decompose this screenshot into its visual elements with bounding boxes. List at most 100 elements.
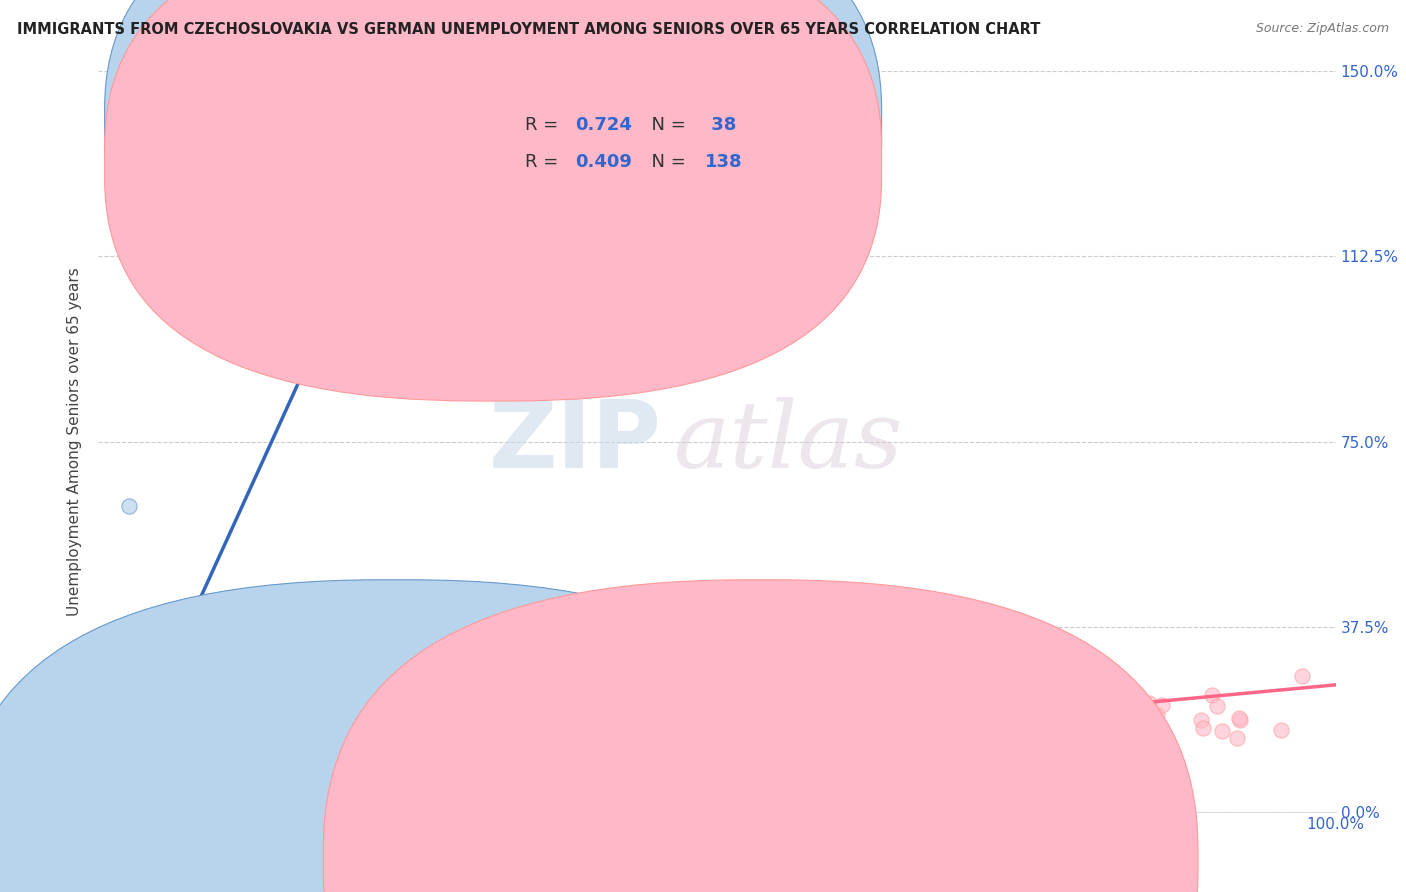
Point [718, 598, 741, 612]
Point [294, 797, 316, 811]
Point [110, 799, 132, 814]
Point [894, 703, 917, 717]
Point [517, 772, 540, 786]
Point [1091, 723, 1114, 738]
Point [93, 797, 115, 812]
Point [112, 797, 135, 812]
Point [855, 602, 877, 616]
Point [1010, 723, 1032, 737]
Point [1015, 647, 1038, 661]
Point [94, 785, 117, 799]
Point [267, 779, 290, 793]
Point [423, 761, 446, 775]
Point [90, 772, 112, 786]
Point [606, 753, 628, 767]
Point [124, 727, 146, 741]
Point [681, 617, 703, 632]
Point [960, 716, 983, 731]
Point [103, 778, 125, 792]
Y-axis label: Unemployment Among Seniors over 65 years: Unemployment Among Seniors over 65 years [67, 268, 83, 615]
Point [129, 803, 152, 817]
Point [815, 723, 838, 737]
Point [138, 789, 160, 804]
Point [139, 780, 162, 794]
Point [1211, 723, 1233, 738]
Point [650, 745, 672, 759]
Point [1083, 694, 1105, 708]
Point [981, 702, 1004, 716]
Point [755, 622, 778, 636]
FancyBboxPatch shape [464, 101, 785, 186]
Point [104, 780, 127, 795]
Point [1073, 667, 1095, 681]
Point [111, 804, 134, 818]
Point [117, 783, 139, 797]
Point [96, 799, 118, 814]
Point [249, 755, 271, 769]
Point [156, 762, 179, 776]
Point [724, 712, 747, 726]
Text: ZIP: ZIP [488, 395, 661, 488]
Point [1022, 731, 1045, 745]
Point [1092, 710, 1115, 724]
Point [292, 771, 315, 785]
Point [804, 588, 827, 602]
Point [98, 804, 121, 818]
Point [93, 804, 115, 818]
Point [420, 747, 443, 762]
Point [526, 719, 548, 733]
Point [1226, 731, 1249, 746]
Point [118, 499, 141, 513]
Text: N =: N = [640, 116, 692, 134]
Point [644, 722, 666, 736]
Point [94, 796, 117, 810]
Point [90, 804, 112, 818]
Point [1059, 761, 1081, 775]
Point [1137, 696, 1160, 710]
Point [623, 762, 645, 776]
Point [876, 764, 898, 778]
Point [546, 657, 568, 671]
Point [1229, 713, 1251, 727]
Point [665, 726, 688, 740]
Point [93, 804, 115, 818]
Point [127, 769, 149, 783]
Point [98, 804, 121, 818]
Point [905, 756, 928, 771]
Point [103, 781, 125, 796]
Point [696, 762, 718, 776]
Point [96, 804, 118, 818]
Point [1112, 709, 1135, 723]
Point [526, 762, 548, 776]
Text: IMMIGRANTS FROM CZECHOSLOVAKIA VS GERMAN UNEMPLOYMENT AMONG SENIORS OVER 65 YEAR: IMMIGRANTS FROM CZECHOSLOVAKIA VS GERMAN… [17, 22, 1040, 37]
Point [472, 789, 495, 804]
Point [634, 739, 657, 754]
Point [94, 794, 117, 808]
Point [957, 737, 980, 751]
Point [294, 783, 316, 797]
Point [425, 781, 447, 796]
Point [93, 771, 115, 785]
Point [360, 772, 382, 786]
Point [1146, 708, 1168, 723]
Point [551, 782, 574, 797]
Point [928, 632, 950, 646]
Text: Germans: Germans [785, 854, 853, 868]
Point [429, 788, 451, 802]
Point [89, 780, 111, 795]
Point [111, 804, 134, 818]
Text: Immigrants from Czechoslovakia: Immigrants from Czechoslovakia [419, 854, 671, 868]
Text: atlas: atlas [673, 397, 903, 486]
Text: Source: ZipAtlas.com: Source: ZipAtlas.com [1256, 22, 1389, 36]
Point [631, 647, 654, 661]
Point [112, 728, 135, 742]
Point [142, 802, 165, 816]
Point [89, 804, 111, 818]
Point [127, 804, 149, 818]
Point [135, 804, 157, 818]
Point [1206, 699, 1229, 714]
Point [252, 778, 274, 792]
Point [91, 781, 114, 796]
Point [367, 776, 389, 790]
Point [127, 750, 149, 764]
